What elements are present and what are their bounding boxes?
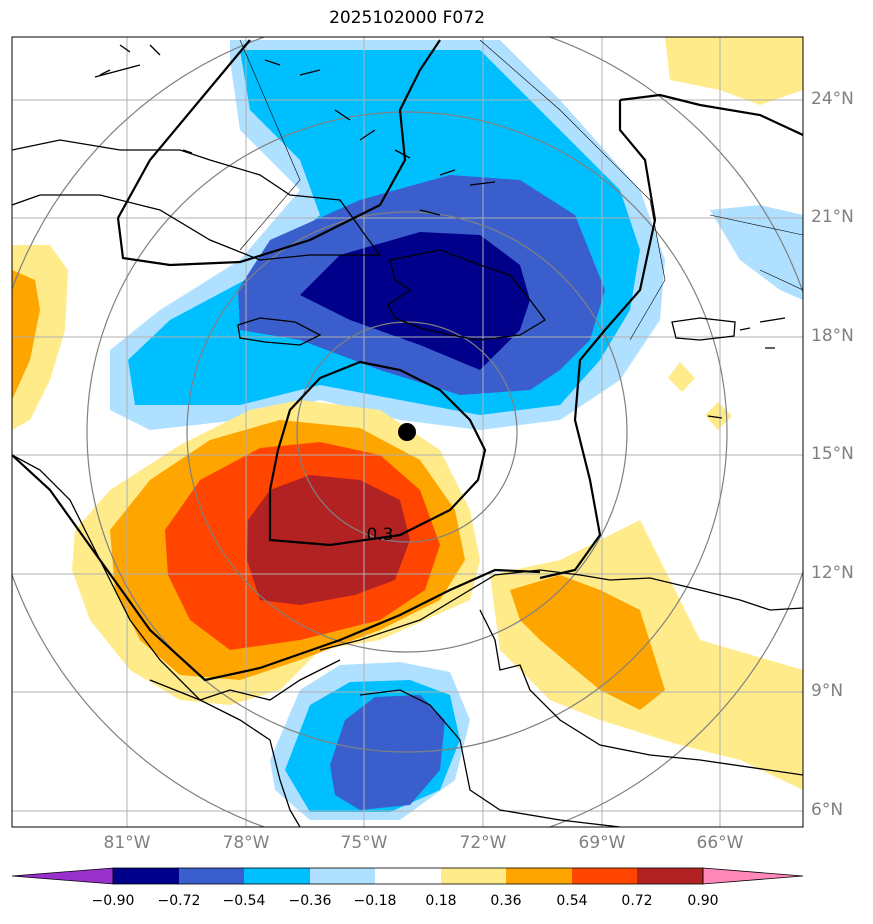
thick-contour-center [268, 360, 487, 547]
map-plot-area [12, 37, 803, 827]
colorbar-tick-label: 0.36 [490, 893, 522, 909]
florida-coast [99, 44, 161, 76]
colorbar-extend-high [702, 867, 804, 885]
bahamas-islands [94, 59, 496, 216]
contour-fill-pos-ne [665, 37, 803, 105]
thick-contour-sw [12, 454, 541, 682]
contour-fill-pos-small-1 [668, 362, 695, 392]
colorbar-tick-label: −0.18 [353, 893, 397, 909]
thick-contour-nw [117, 39, 251, 219]
gridlines [12, 37, 803, 827]
colorbar-tick-label: −0.54 [222, 893, 266, 909]
contour-fill-neg-072 [300, 232, 530, 370]
coastlines [12, 44, 803, 827]
storm-center-marker [398, 423, 416, 441]
cuba-coast [12, 139, 382, 261]
contour-fill-pos-west-036 [12, 270, 40, 400]
lat-label-18n: 18°N [811, 326, 854, 346]
map-title: 2025102000 F072 [329, 8, 485, 28]
lat-label-12n: 12°N [811, 563, 854, 583]
range-rings [12, 37, 803, 827]
contour-fill-pos-072 [247, 475, 410, 605]
lat-label-6n: 6°N [811, 800, 844, 820]
puerto-rico-coast [671, 317, 736, 341]
contour-fill-pos-east-036 [510, 575, 665, 710]
central-america-coast [12, 454, 301, 827]
colorbar-bin-3 [244, 868, 310, 884]
colorbar-bin-4 [310, 868, 375, 884]
hispaniola-coast [387, 249, 546, 341]
colorbar-tick-label: 0.54 [556, 893, 588, 909]
lon-label-69w: 69°W [578, 833, 626, 853]
colorbar-bin-6 [441, 868, 506, 884]
south-america-coast [319, 569, 803, 651]
lon-label-78w: 78°W [222, 833, 270, 853]
lat-label-21n: 21°N [811, 207, 854, 227]
colorbar-bin-7 [506, 868, 572, 884]
colorbar-bin-2 [179, 868, 244, 884]
colorbar-tick-label: −0.90 [91, 893, 135, 909]
colorbar-bin-1 [113, 868, 179, 884]
colorbar-tick-label: 0.72 [621, 893, 653, 909]
gulf-of-venezuela-coast [479, 609, 803, 776]
lat-label-24n: 24°N [811, 89, 854, 109]
thick-contours [12, 39, 803, 682]
thin-contours [239, 39, 803, 341]
colorbar-tick-label: −0.36 [288, 893, 332, 909]
lon-label-72w: 72°W [459, 833, 507, 853]
colorbar [11, 867, 804, 885]
lon-label-66w: 66°W [696, 833, 744, 853]
colorbar-tick-label: −0.72 [157, 893, 201, 909]
colorbar-bin-5 [375, 868, 441, 884]
lon-label-81w: 81°W [103, 833, 151, 853]
colombia-interior [359, 689, 621, 827]
contour-fill-pos-small-2 [705, 402, 732, 430]
jamaica-coast [237, 317, 322, 346]
lat-label-9n: 9°N [811, 681, 844, 701]
panama-coast [149, 659, 341, 701]
thick-contour-east [539, 93, 803, 580]
map-frame [11, 36, 804, 828]
lon-label-75w: 75°W [340, 833, 388, 853]
contour-fill-neg-south-054 [330, 695, 445, 810]
contour-value-label: 0.3 [366, 525, 393, 545]
colorbar-extend-low [11, 867, 114, 885]
colorbar-bin-9 [637, 868, 703, 884]
colorbar-bin-8 [572, 868, 637, 884]
east-islands [707, 317, 786, 419]
colorbar-frame [112, 867, 704, 885]
contour-fill-neg-east [710, 205, 803, 300]
thick-contour-north [116, 39, 441, 267]
colorbar-tick-label: 0.90 [687, 893, 719, 909]
lat-label-15n: 15°N [811, 444, 854, 464]
colorbar-tick-label: 0.18 [425, 893, 457, 909]
